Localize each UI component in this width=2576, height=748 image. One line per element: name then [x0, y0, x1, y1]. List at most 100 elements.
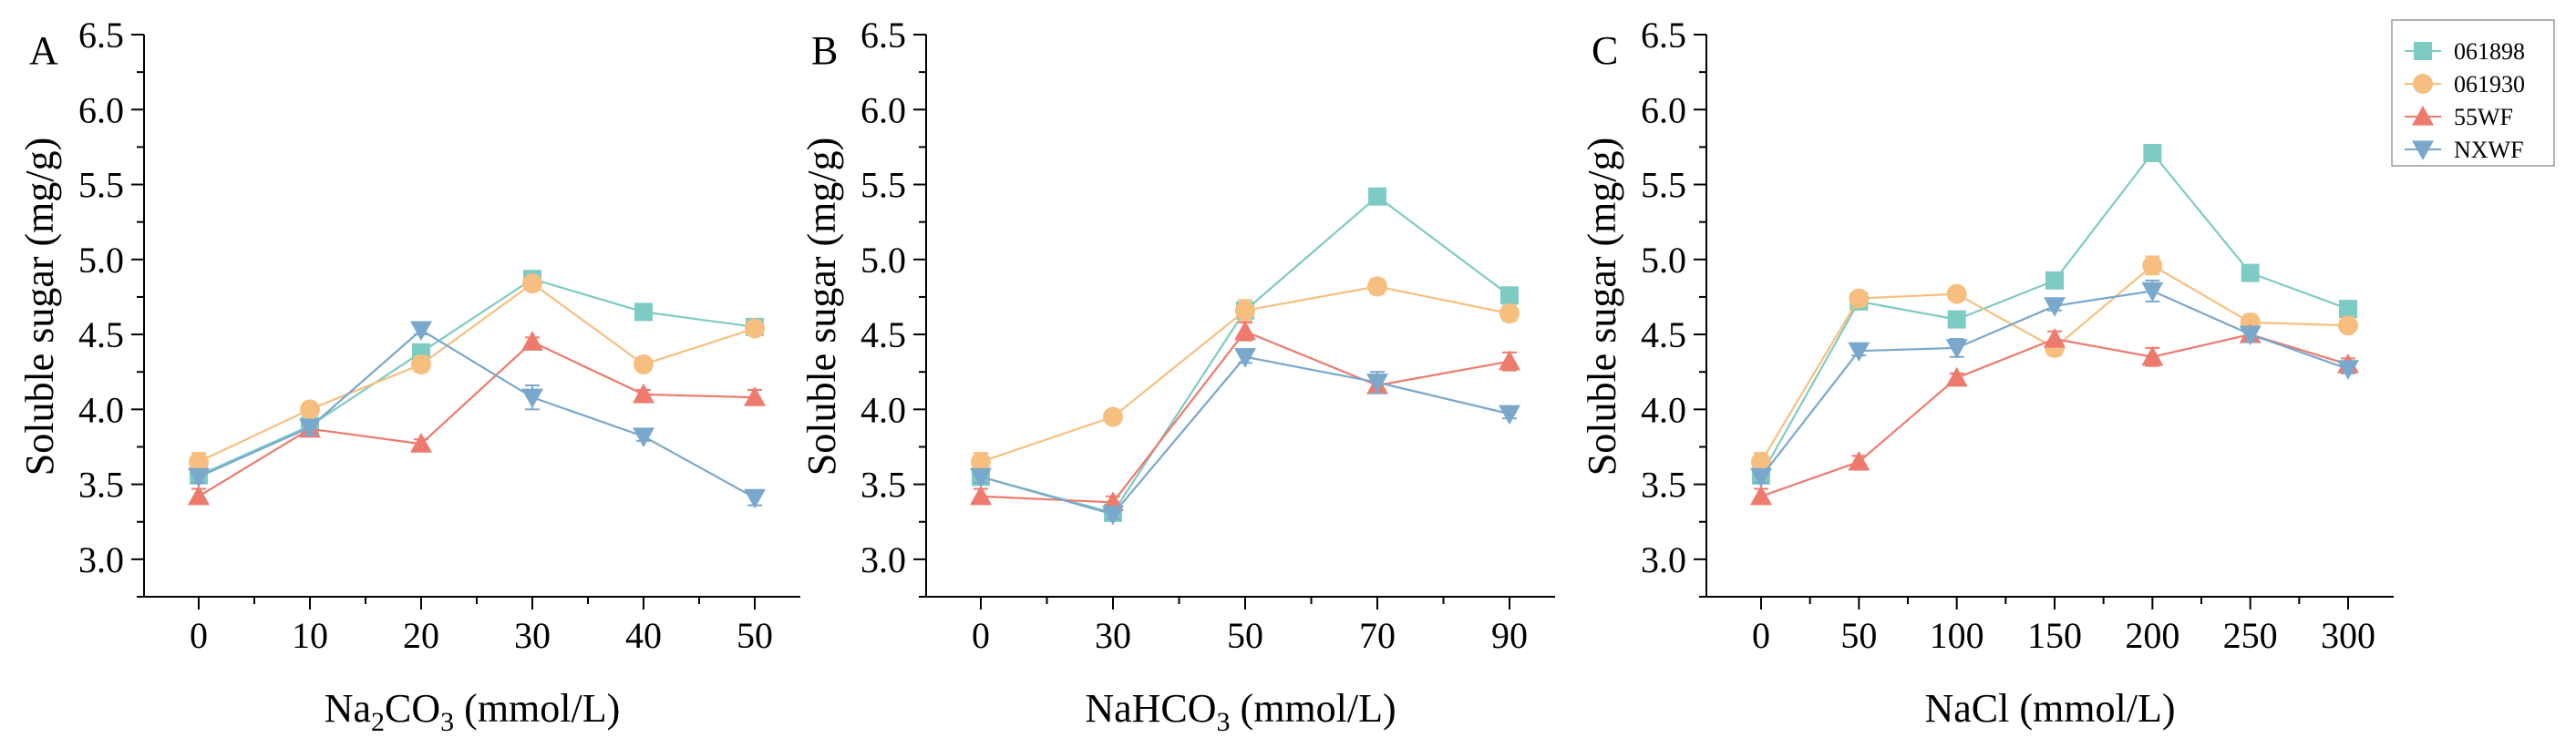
series-NXWF [1750, 279, 2359, 488]
data-point [1235, 300, 1255, 321]
y-tick-label: 6.5 [860, 15, 906, 56]
y-tick-label: 4.0 [860, 389, 906, 430]
data-point [300, 399, 320, 420]
y-axis-title: Soluble sugar (mg/g) [799, 138, 844, 476]
data-point [970, 467, 992, 488]
series-line [198, 328, 756, 499]
x-tick-label: 90 [1491, 615, 1528, 656]
data-point [2241, 263, 2260, 282]
legend-marker [2414, 42, 2432, 60]
y-tick-label: 4.0 [78, 389, 124, 430]
x-tick-label: 100 [1930, 615, 1984, 656]
series-NXWF [970, 348, 1520, 526]
data-point [1234, 320, 1256, 341]
y-axis-title: Soluble sugar (mg/g) [17, 138, 62, 476]
data-point [2338, 315, 2358, 336]
series-line [198, 282, 756, 463]
data-point [2239, 325, 2262, 346]
series-061898 [190, 270, 764, 485]
y-tick-label: 6.0 [860, 89, 906, 130]
x-tick-label: 30 [514, 615, 551, 656]
series-55WF [188, 331, 766, 506]
panel-letter: C [1592, 28, 1618, 73]
data-point [2141, 345, 2164, 366]
data-point [2143, 143, 2162, 162]
y-tick-label: 5.5 [860, 165, 906, 206]
data-point [1234, 348, 1256, 368]
y-tick-label: 5.0 [860, 240, 906, 281]
y-tick-label: 4.5 [860, 314, 906, 355]
y-tick-label: 5.5 [78, 165, 124, 206]
data-point [521, 388, 543, 409]
data-point [2044, 328, 2066, 348]
x-tick-label: 50 [1840, 615, 1877, 656]
data-point [411, 354, 431, 374]
data-point [971, 451, 991, 472]
x-axis-title: NaCl (mmol/L) [1925, 686, 2176, 731]
legend-item-061898: 061898 [2405, 38, 2525, 65]
series-line [1760, 333, 2349, 497]
data-point [633, 383, 654, 404]
data-point [744, 488, 766, 509]
x-tick-label: 300 [2321, 615, 2375, 656]
legend-item-061930: 061930 [2405, 71, 2525, 97]
data-point [188, 485, 210, 506]
data-point [1499, 303, 1520, 324]
y-tick-label: 4.0 [1641, 389, 1686, 430]
data-point [1849, 288, 1870, 309]
data-point [188, 467, 210, 488]
y-tick-label: 5.0 [1641, 240, 1686, 281]
data-point [744, 386, 766, 406]
x-axis-title: Na2CO3 (mmol/L) [325, 686, 621, 737]
y-tick-label: 6.0 [78, 89, 124, 130]
y-tick-label: 4.5 [78, 314, 124, 355]
y-tick-label: 5.0 [78, 240, 124, 281]
x-tick-label: 0 [972, 615, 990, 656]
panel-C: 3.0 3.5 4.0 4.5 5.0 5.5 6.0 6.5 0 50 100 150 200 250 3… [1580, 15, 2394, 731]
y-tick-label: 3.5 [1641, 465, 1686, 506]
x-tick-label: 30 [1095, 615, 1131, 656]
legend-label: 061898 [2454, 38, 2525, 65]
legend-marker [2413, 74, 2433, 94]
y-tick-label: 3.5 [78, 465, 124, 506]
data-point [2044, 297, 2066, 317]
data-point [2141, 282, 2164, 302]
data-point [745, 318, 765, 339]
x-tick-label: 70 [1359, 615, 1396, 656]
y-tick-label: 3.0 [78, 539, 124, 580]
y-tick-label: 6.0 [1641, 89, 1686, 130]
data-point [1499, 350, 1520, 371]
y-tick-label: 6.5 [1641, 15, 1686, 56]
data-point [1848, 450, 1870, 471]
data-point [1367, 276, 1387, 297]
data-point [2142, 255, 2163, 276]
x-tick-label: 50 [1227, 615, 1263, 656]
series-line [198, 340, 756, 497]
data-point [633, 427, 654, 447]
data-point [1750, 485, 1772, 506]
y-tick-label: 3.0 [1641, 539, 1686, 580]
data-point [1750, 467, 1772, 488]
legend-marker [2412, 140, 2434, 160]
data-point [970, 485, 992, 506]
data-point [634, 302, 653, 322]
panel-letter: B [811, 28, 838, 73]
x-tick-label: 200 [2125, 615, 2179, 656]
x-tick-label: 150 [2027, 615, 2082, 656]
data-point [1499, 405, 1520, 425]
legend-label: 55WF [2454, 104, 2513, 130]
series-NXWF [188, 321, 766, 509]
data-point [521, 331, 543, 351]
x-tick-label: 50 [737, 615, 773, 656]
panel-A: 3.0 3.5 4.0 4.5 5.0 5.5 6.0 6.5 0 10 20 30 40 50 Na2CO… [17, 15, 800, 737]
data-point [1368, 187, 1386, 206]
legend-item-NXWF: NXWF [2405, 137, 2524, 163]
data-point [299, 418, 321, 439]
y-tick-label: 4.5 [1641, 314, 1686, 355]
x-tick-label: 40 [625, 615, 662, 656]
data-point [1947, 310, 1966, 329]
legend: 061898 061930 55WF NXWF [2391, 19, 2555, 167]
data-point [634, 354, 654, 374]
panel-letter: A [29, 28, 58, 73]
